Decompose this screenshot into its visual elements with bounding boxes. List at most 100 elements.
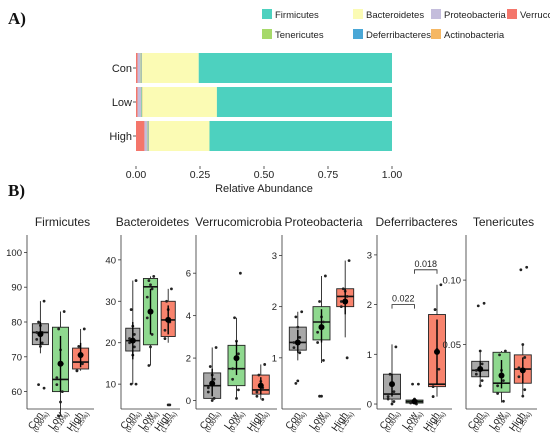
bar-con-tenericutes — [140, 53, 142, 83]
data-point-low — [316, 341, 320, 344]
category-label-high: High — [109, 131, 132, 143]
x-tick-label: 0.50 — [254, 169, 275, 181]
data-point-con — [476, 304, 480, 308]
data-point-low — [235, 396, 238, 400]
y-tick-label: 20 — [105, 338, 116, 349]
data-point-low — [149, 283, 152, 287]
data-point-con — [210, 399, 214, 402]
x-tick-label: 0.00 — [126, 169, 147, 181]
data-point-high — [431, 385, 435, 389]
y-tick-label: 6 — [186, 269, 191, 280]
bar-con-bacteroidetes — [141, 53, 199, 83]
mean-marker-con — [294, 339, 301, 346]
data-point-high — [257, 373, 261, 377]
panel-label-a: A) — [8, 9, 26, 28]
data-point-low — [238, 271, 242, 275]
data-point-con — [392, 400, 396, 403]
data-point-con — [212, 396, 216, 400]
data-point-high — [163, 337, 167, 340]
x-axis-label: Relative Abundance — [215, 183, 313, 195]
bar-low-proteobacteria — [137, 87, 142, 117]
legend-label-proteobacteria: Proteobacteria — [444, 10, 507, 21]
data-point-low — [62, 310, 66, 313]
mean-marker-high — [434, 348, 440, 355]
mean-marker-low — [233, 355, 240, 362]
bar-high-verrucomicrobia — [136, 121, 145, 151]
data-point-low — [316, 330, 320, 334]
data-point-high — [523, 356, 527, 359]
data-point-high — [339, 305, 343, 309]
data-point-low — [416, 382, 420, 386]
data-point-high — [165, 299, 168, 303]
mean-marker-high — [77, 352, 84, 359]
legend-swatch-proteobacteria — [431, 9, 441, 19]
data-point-con — [474, 372, 478, 376]
box-panel-deferribacteres: Deferribacteres0123Con(0.00%)Low(0.10%)H… — [367, 215, 458, 434]
bar-high-firmicutes — [209, 121, 392, 151]
significance-label: 0.022 — [392, 294, 415, 304]
data-point-con — [298, 335, 302, 339]
data-point-con — [40, 341, 44, 345]
y-tick-label: 40 — [105, 255, 116, 266]
data-point-low — [150, 333, 154, 336]
data-point-low — [55, 383, 59, 387]
data-point-low — [320, 394, 323, 398]
data-point-con — [300, 310, 304, 314]
data-point-con — [42, 386, 46, 390]
data-point-high — [347, 259, 351, 262]
panel-label-b: B) — [8, 181, 25, 200]
mean-marker-low — [498, 372, 505, 379]
x-tick-label: 0.75 — [318, 169, 339, 181]
data-point-con — [296, 379, 300, 383]
category-label-con: Con — [112, 63, 132, 75]
data-point-con — [474, 368, 478, 372]
y-tick-label: 30 — [105, 297, 116, 308]
data-point-low — [496, 384, 500, 388]
data-point-high — [345, 295, 349, 298]
data-point-low — [411, 382, 414, 386]
legend-swatch-deferribacteres — [353, 29, 363, 39]
data-point-high — [341, 287, 345, 291]
panel-title: Deferribacteres — [375, 215, 457, 229]
stacked-bar-chart: Con Low High 0.00 0.25 0.50 0.75 1.00 Relative A… — [109, 53, 402, 195]
legend-label-deferribacteres: Deferribacteres — [366, 30, 431, 41]
mean-marker-con — [37, 331, 44, 338]
data-point-high — [339, 300, 343, 303]
data-point-low — [231, 367, 235, 371]
mean-marker-low — [147, 308, 154, 315]
data-point-high — [345, 356, 349, 360]
data-point-low — [55, 376, 59, 380]
box-panel-tenericutes: Tenericutes0.050.10Con(0.00%)Low(0.10%)H… — [443, 215, 537, 434]
panel-title: Bacteroidetes — [116, 215, 189, 229]
mean-marker-con — [129, 337, 136, 344]
legend-swatch-firmicutes — [262, 9, 272, 19]
bar-high-deferribacteres — [148, 121, 149, 151]
y-tick-label: 70 — [11, 352, 22, 363]
mean-marker-high — [519, 367, 526, 374]
data-point-low — [145, 316, 149, 320]
data-point-con — [392, 390, 396, 393]
bar-high-tenericutes — [147, 121, 149, 151]
mean-marker-high — [342, 298, 349, 305]
bar-high-proteobacteria — [144, 121, 148, 151]
bar-low-deferribacteres — [141, 87, 143, 117]
data-point-high — [517, 375, 521, 379]
data-point-high — [170, 287, 173, 291]
bar-con-proteobacteria — [137, 53, 141, 83]
y-tick-label: 90 — [11, 283, 22, 294]
y-tick-label: 100 — [6, 248, 22, 259]
data-point-low — [496, 392, 500, 395]
data-point-low — [502, 379, 505, 383]
data-point-low — [59, 400, 62, 404]
box-panel-firmicutes: Firmicutes60708090100Con(0.00%)Low(0.10%… — [6, 215, 94, 434]
data-point-con — [212, 377, 216, 381]
bar-low-verrucomicrobia — [136, 87, 138, 117]
bar-low-firmicutes — [216, 87, 392, 117]
y-tick-label: 4 — [186, 311, 191, 322]
data-point-low — [147, 279, 151, 282]
bar-low-bacteroidetes — [142, 87, 217, 117]
data-point-con — [394, 345, 398, 349]
data-point-high — [82, 327, 86, 331]
data-point-con — [478, 384, 482, 388]
data-point-con — [482, 301, 486, 305]
